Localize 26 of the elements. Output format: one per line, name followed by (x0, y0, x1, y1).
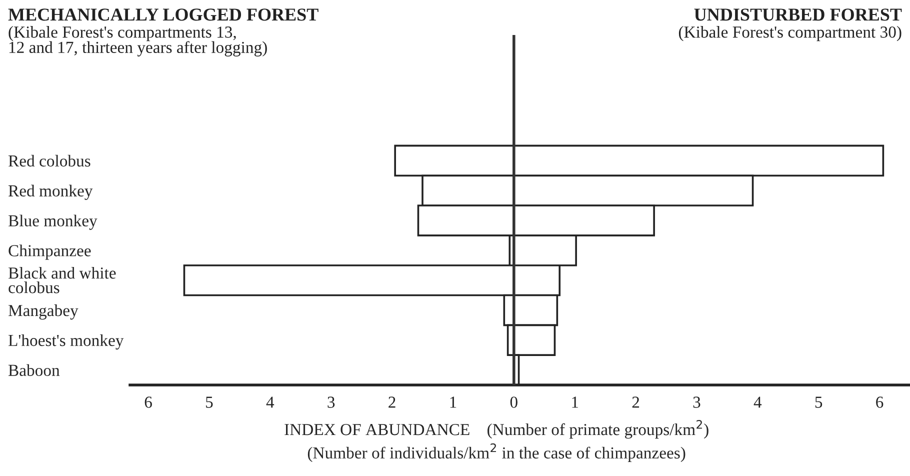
y-tick-label: Red monkey (8, 184, 93, 200)
text: UNDISTURBED FOREST (694, 8, 902, 21)
x-tick-label: 4 (754, 396, 762, 408)
y-tick-label: Mangabey (8, 304, 78, 320)
x-tick-label: 6 (144, 396, 152, 408)
y-tick-label: L'hoest's monkey (8, 334, 124, 350)
x-tick-label: 6 (876, 396, 884, 408)
x-tick-label: 2 (388, 396, 396, 408)
text: MECHANICALLY LOGGED FOREST (8, 8, 318, 21)
y-tick-label: Red colobus (8, 154, 90, 167)
x-tick-label: 1 (450, 396, 456, 408)
text: INDEX OF ABUNDANCE (Number of primate groups/km$^{2}$) (Number of individuals/km$^{2}$ in the case of chimpanzees) (284, 420, 708, 462)
x-tick-label: 0 (510, 396, 518, 408)
x-tick-label: 4 (266, 396, 274, 408)
x-tick-label: 5 (206, 396, 213, 408)
x-tick-label: 1 (572, 396, 578, 408)
text: (Kibale Forest's compartment 30) (678, 26, 902, 42)
x-tick-label: 3 (328, 396, 335, 408)
y-tick-label: Chimpanzee (8, 244, 91, 260)
x-tick-label: 5 (815, 396, 822, 408)
x-tick-label: 3 (693, 396, 700, 408)
y-tick-label: Baboon (8, 364, 60, 376)
y-tick-label: Black and white colobus (8, 266, 116, 294)
y-tick-label: Blue monkey (8, 214, 98, 230)
x-tick-label: 2 (632, 396, 640, 408)
text: (Kibale Forest's compartments 13, 12 and 17, thirteen years after logging) (8, 26, 267, 56)
